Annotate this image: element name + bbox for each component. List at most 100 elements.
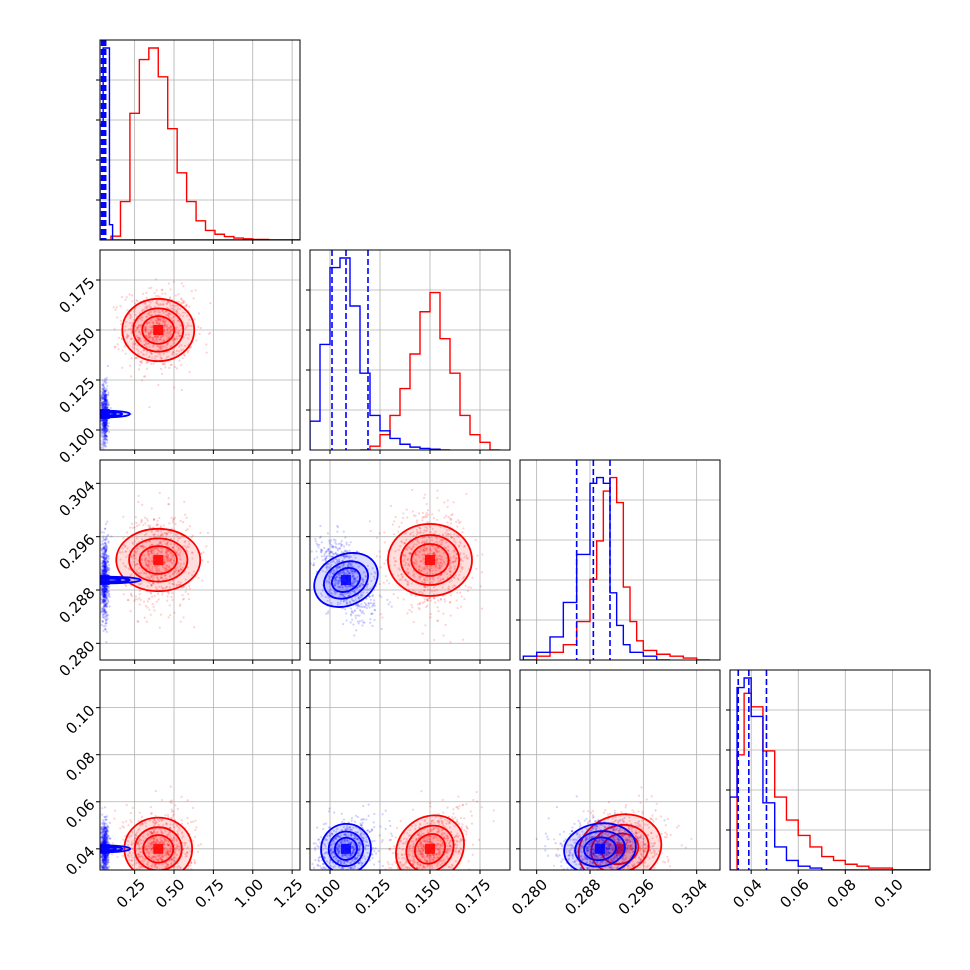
sample-point: [105, 640, 108, 644]
sample-point: [423, 553, 426, 556]
sample-point: [152, 362, 155, 365]
sample-point: [103, 443, 106, 446]
sample-point: [356, 614, 359, 617]
sample-point: [143, 308, 146, 311]
sample-point: [441, 538, 444, 542]
sample-point: [178, 308, 181, 311]
sample-point: [143, 534, 147, 537]
sample-point: [150, 575, 154, 578]
sample-point: [192, 297, 195, 300]
sample-point: [105, 585, 108, 588]
sample-point: [102, 385, 105, 388]
sample-point: [104, 555, 108, 559]
sample-point: [104, 389, 107, 393]
sample-point: [150, 529, 153, 532]
sample-point: [103, 392, 106, 395]
sample-point: [209, 302, 212, 305]
sample-point: [137, 500, 140, 504]
sample-point: [155, 338, 158, 341]
sample-point: [180, 302, 183, 305]
sample-point: [393, 564, 396, 567]
sample-point: [150, 560, 153, 563]
sample-point: [422, 553, 426, 556]
sample-point: [427, 535, 430, 538]
sample-point: [155, 335, 159, 338]
sample-point: [449, 570, 452, 573]
sample-point: [102, 404, 105, 407]
sample-point: [169, 558, 172, 562]
sample-point: [184, 333, 188, 336]
sample-point: [148, 304, 151, 307]
sample-point: [141, 316, 144, 319]
sample-point: [345, 586, 348, 589]
sample-point: [426, 585, 429, 588]
sample-point: [180, 348, 183, 352]
sample-point: [104, 398, 107, 401]
sample-point: [436, 489, 439, 492]
sample-point: [183, 541, 186, 544]
sample-point: [171, 546, 175, 549]
sample-point: [148, 334, 151, 338]
sample-point: [102, 607, 105, 610]
sample-point: [101, 431, 105, 434]
sample-point: [154, 841, 158, 844]
sample-point: [137, 349, 140, 352]
sample-point: [164, 542, 167, 546]
sample-point: [138, 811, 141, 814]
sample-point: [170, 516, 173, 519]
sample-point: [440, 543, 443, 546]
sample-point: [330, 563, 333, 566]
sample-point: [152, 840, 155, 843]
sample-point: [161, 587, 164, 590]
sample-point: [162, 340, 165, 343]
sample-point: [447, 550, 450, 553]
sample-point: [144, 874, 146, 876]
sample-point: [165, 585, 168, 589]
sample-point: [343, 571, 346, 575]
sample-point: [180, 832, 184, 835]
sample-point: [138, 824, 142, 827]
sample-point: [174, 804, 177, 807]
sample-point: [102, 572, 106, 576]
sample-point: [168, 582, 171, 585]
sample-point: [154, 789, 157, 793]
sample-point: [104, 560, 107, 564]
sample-point: [342, 599, 346, 602]
sample-point: [103, 587, 106, 590]
sample-point: [146, 305, 150, 308]
sample-point: [147, 846, 150, 850]
sample-point: [108, 595, 111, 598]
sample-point: [106, 428, 109, 431]
sample-point: [381, 616, 384, 619]
sample-point: [147, 342, 150, 345]
sample-point: [353, 570, 356, 573]
sample-point: [157, 859, 160, 862]
sample-point: [160, 585, 163, 588]
sample-point: [104, 548, 107, 551]
sample-point: [155, 289, 158, 292]
sample-point: [130, 821, 133, 824]
sample-point: [344, 555, 348, 558]
sample-point: [105, 585, 108, 588]
sample-point: [102, 383, 105, 387]
sample-point: [149, 613, 152, 616]
sample-point: [339, 593, 342, 596]
sample-point: [134, 598, 137, 601]
sample-point: [327, 548, 330, 551]
sample-point: [436, 550, 439, 553]
sample-point: [162, 843, 166, 846]
sample-point: [165, 346, 168, 349]
sample-point: [335, 558, 338, 561]
sample-point: [104, 394, 108, 397]
sample-point: [338, 565, 342, 568]
sample-point: [353, 577, 356, 580]
sample-point: [362, 579, 365, 582]
sample-point: [142, 900, 144, 902]
sample-point: [406, 612, 409, 615]
sample-point: [366, 591, 369, 594]
sample-point: [103, 389, 106, 392]
sample-point: [101, 593, 104, 596]
sample-point: [175, 349, 178, 352]
sample-point: [178, 345, 181, 348]
sample-point: [350, 614, 353, 617]
